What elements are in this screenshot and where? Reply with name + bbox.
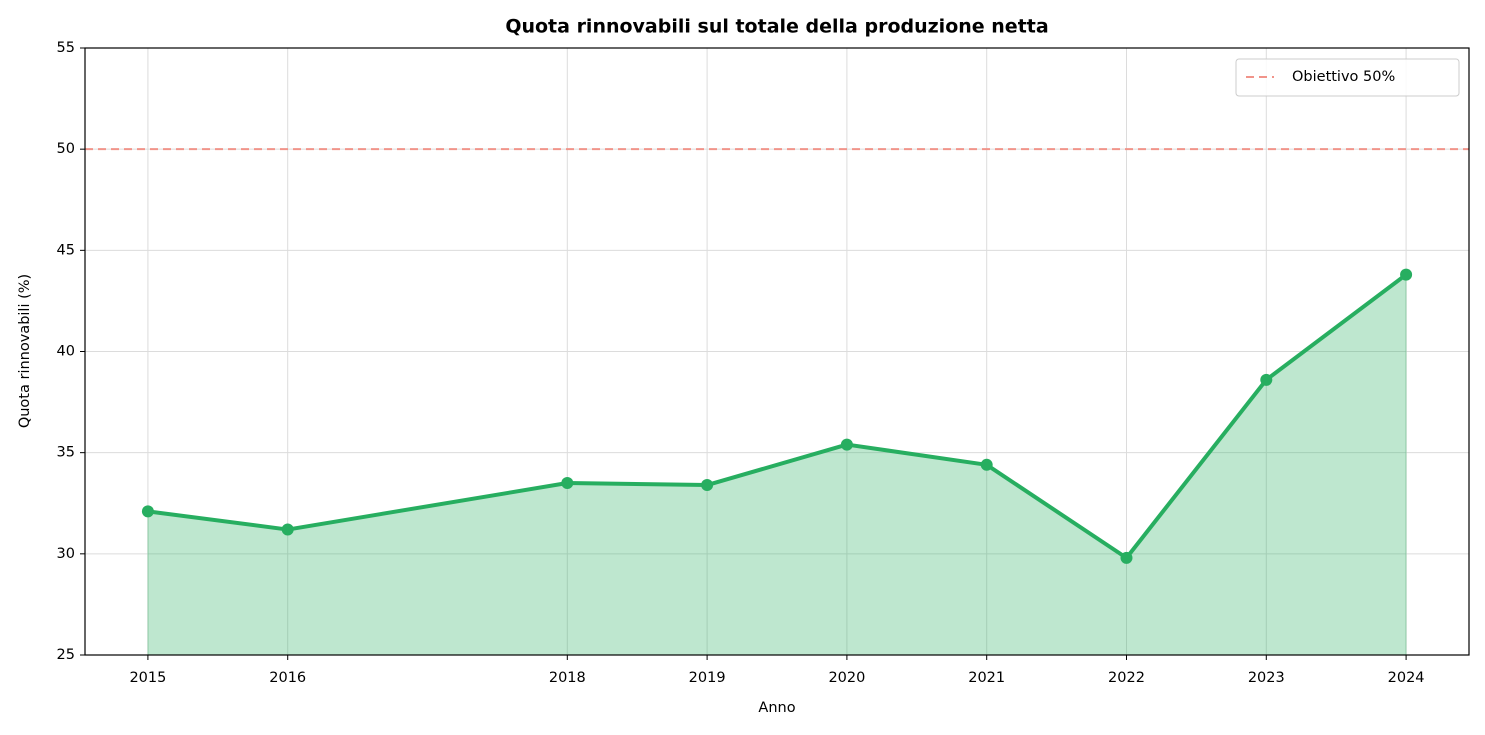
point	[1400, 268, 1413, 281]
point	[561, 477, 574, 490]
y-axis-label: Quota rinnovabili (%)	[17, 274, 33, 428]
point	[141, 505, 154, 518]
point	[1120, 551, 1133, 564]
y-tick-label: 50	[57, 141, 75, 157]
x-tick-label: 2020	[828, 670, 865, 686]
chart-title: Quota rinnovabili sul totale della produ…	[505, 16, 1048, 38]
y-tick-label: 25	[57, 647, 75, 663]
x-tick-label: 2023	[1248, 670, 1285, 686]
point	[1260, 373, 1273, 386]
legend-label: Obiettivo 50%	[1292, 69, 1395, 85]
x-tick-label: 2015	[129, 670, 166, 686]
point	[980, 458, 993, 471]
y-tick-label: 55	[57, 40, 75, 56]
y-tick-label: 35	[57, 445, 75, 461]
x-axis-label: Anno	[758, 700, 795, 716]
plot-frame	[84, 47, 1470, 656]
y-tick-label: 45	[57, 242, 75, 258]
x-tick-label: 2016	[269, 670, 306, 686]
y-tick-label: 30	[57, 546, 75, 562]
legend-box	[1235, 58, 1460, 97]
point	[701, 479, 714, 492]
x-tick-label: 2024	[1388, 670, 1425, 686]
y-tick-label: 40	[57, 344, 75, 360]
x-tick-label: 2018	[549, 670, 586, 686]
x-tick-label: 2019	[689, 670, 726, 686]
point	[281, 523, 294, 536]
point	[840, 438, 853, 451]
x-tick-label: 2022	[1108, 670, 1145, 686]
x-tick-label: 2021	[968, 670, 1005, 686]
